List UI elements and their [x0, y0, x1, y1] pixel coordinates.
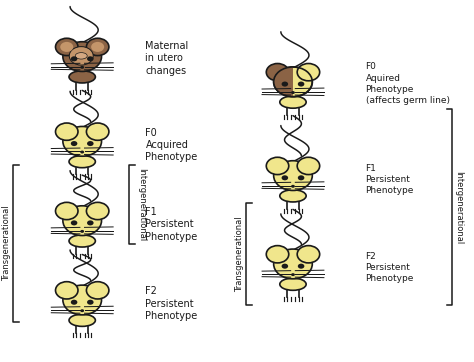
Circle shape [63, 206, 101, 236]
Circle shape [80, 309, 84, 312]
Circle shape [63, 42, 101, 71]
Text: F1
Persistent
Phenotype: F1 Persistent Phenotype [365, 164, 414, 195]
Ellipse shape [75, 52, 87, 59]
Circle shape [91, 42, 104, 52]
Circle shape [273, 249, 312, 279]
Circle shape [273, 161, 312, 190]
Circle shape [273, 67, 312, 97]
Circle shape [86, 282, 109, 299]
Circle shape [80, 230, 84, 233]
Circle shape [297, 63, 319, 81]
Ellipse shape [280, 96, 306, 108]
Circle shape [282, 264, 288, 269]
Circle shape [298, 175, 304, 180]
Circle shape [297, 157, 319, 174]
Circle shape [266, 63, 289, 81]
Circle shape [55, 202, 78, 220]
Ellipse shape [280, 278, 306, 290]
Circle shape [63, 285, 101, 315]
Circle shape [298, 81, 304, 87]
Circle shape [55, 38, 78, 56]
Text: F2
Persistent
Phenotype: F2 Persistent Phenotype [146, 286, 198, 321]
Circle shape [87, 220, 93, 226]
Circle shape [298, 264, 304, 269]
Circle shape [63, 126, 101, 156]
Ellipse shape [69, 156, 95, 168]
Circle shape [87, 141, 93, 146]
Circle shape [71, 220, 77, 226]
Ellipse shape [280, 190, 306, 202]
Text: F0
Acquired
Phenotype: F0 Acquired Phenotype [146, 127, 198, 162]
Circle shape [291, 91, 295, 94]
Text: Maternal
in utero
changes: Maternal in utero changes [146, 41, 189, 76]
Text: F0
Aquired
Phenotype
(affects germ line): F0 Aquired Phenotype (affects germ line) [365, 63, 449, 105]
Circle shape [282, 175, 288, 180]
Ellipse shape [69, 71, 95, 83]
Circle shape [71, 141, 77, 146]
Circle shape [86, 123, 109, 140]
Text: Intergenerational: Intergenerational [454, 171, 463, 244]
Circle shape [87, 300, 93, 305]
Ellipse shape [69, 235, 95, 247]
Circle shape [266, 157, 289, 174]
Circle shape [71, 300, 77, 305]
Wedge shape [273, 67, 293, 97]
Circle shape [80, 66, 84, 69]
Circle shape [291, 273, 295, 276]
Circle shape [80, 151, 84, 153]
Ellipse shape [69, 314, 95, 327]
Circle shape [60, 42, 73, 52]
Circle shape [55, 282, 78, 299]
Circle shape [69, 47, 93, 65]
Circle shape [71, 56, 77, 61]
Circle shape [86, 38, 109, 56]
Text: F1
Persistent
Phenotype: F1 Persistent Phenotype [146, 207, 198, 242]
Circle shape [266, 246, 289, 263]
Circle shape [86, 202, 109, 220]
Text: F2
Persistent
Phenotype: F2 Persistent Phenotype [365, 252, 414, 283]
Text: Transgenerational: Transgenerational [235, 216, 244, 292]
Text: Transgenerational: Transgenerational [2, 205, 11, 281]
Circle shape [282, 81, 288, 87]
Circle shape [291, 185, 295, 188]
Circle shape [297, 246, 319, 263]
Circle shape [87, 56, 93, 61]
Circle shape [55, 123, 78, 140]
Text: Intergenerational: Intergenerational [137, 168, 146, 241]
